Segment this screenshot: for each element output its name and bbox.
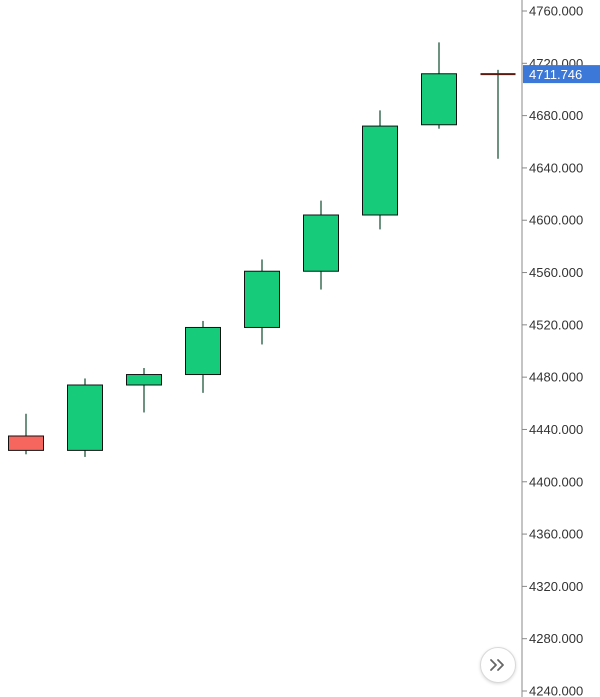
last-price-tag-background xyxy=(523,65,600,84)
price-axis-label: 4320.000 xyxy=(529,579,583,594)
price-axis-label: 4480.000 xyxy=(529,370,583,385)
candle-body xyxy=(421,73,457,126)
candles-layer xyxy=(8,42,516,457)
price-axis-label: 4280.000 xyxy=(529,631,583,646)
candle-2 xyxy=(67,378,103,457)
last-price-tag: 4711.746 xyxy=(523,65,600,84)
price-axis-label: 4400.000 xyxy=(529,474,583,489)
price-axis-label: 4440.000 xyxy=(529,422,583,437)
price-axis-label: 4240.000 xyxy=(529,684,583,697)
candle-4 xyxy=(185,320,221,393)
price-axis-label: 4640.000 xyxy=(529,160,583,175)
price-axis[interactable]: 4240.000 4280.000 4320.000 4360.000 4400.000… xyxy=(522,4,583,697)
candle-body xyxy=(362,125,398,216)
price-axis-label: 4760.000 xyxy=(529,4,583,19)
candle-body xyxy=(126,374,162,386)
price-axis-label: 4600.000 xyxy=(529,213,583,228)
scroll-to-realtime-button[interactable] xyxy=(480,647,516,683)
candle-9 xyxy=(480,69,516,159)
price-axis-label: 4360.000 xyxy=(529,527,583,542)
candle-3 xyxy=(126,368,162,413)
price-axis-label: 4680.000 xyxy=(529,108,583,123)
candle-body xyxy=(185,326,221,376)
price-axis-label: 4560.000 xyxy=(529,265,583,280)
candle-7 xyxy=(362,110,398,230)
candle-8 xyxy=(421,42,457,129)
candle-6 xyxy=(303,200,339,290)
candle-1 xyxy=(8,413,44,455)
last-price-label: 4711.746 xyxy=(529,67,582,82)
price-axis-label: 4520.000 xyxy=(529,317,583,332)
candle-body xyxy=(303,214,339,272)
candle-body xyxy=(67,384,103,451)
candle-body xyxy=(8,435,44,451)
candle-body xyxy=(244,270,280,328)
candle-5 xyxy=(244,259,280,345)
double-chevron-right-icon xyxy=(490,659,504,671)
